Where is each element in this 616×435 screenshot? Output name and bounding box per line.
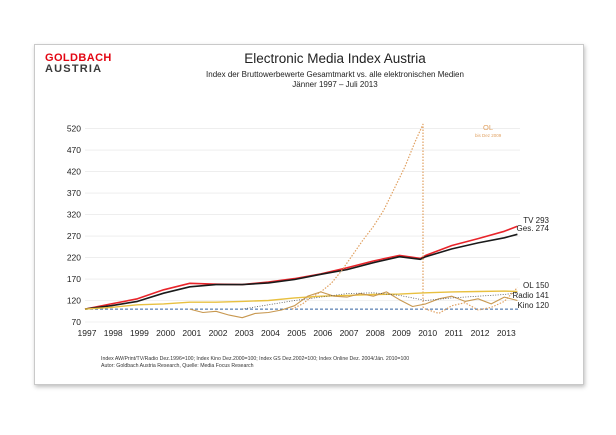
y-tick-labels: 70 120 170 220 270 320 370 420 470 520: [67, 124, 81, 327]
x-tick-label: 2011: [445, 328, 464, 338]
x-tick-label: 2003: [235, 328, 254, 338]
y-tick-label: 70: [72, 317, 82, 327]
x-tick-label: 2013: [497, 328, 516, 338]
series-label-radio: Radio 141: [513, 291, 550, 300]
series-line-radio: [84, 290, 518, 310]
x-tick-label: 2005: [287, 328, 306, 338]
ol-note-title: OL: [483, 123, 493, 132]
x-tick-label: 2000: [156, 328, 175, 338]
series-line-ges: [84, 233, 518, 310]
y-tick-label: 420: [67, 167, 81, 177]
chart-subtitle: Index der Bruttowerbewerte Gesamtmarkt v…: [206, 70, 464, 79]
y-tick-label: 220: [67, 253, 81, 263]
ol-note-sub: bis Dez 2009: [475, 133, 502, 138]
series-label-tv: TV 293: [523, 216, 549, 225]
x-tick-label: 1999: [130, 328, 149, 338]
x-tick-label: 2006: [313, 328, 332, 338]
x-tick-label: 2008: [366, 328, 385, 338]
x-tick-label: 2004: [261, 328, 280, 338]
x-tick-label: 2007: [340, 328, 359, 338]
logo-line-2: AUSTRIA: [45, 63, 103, 75]
chart-period: Jänner 1997 – Juli 2013: [292, 80, 378, 89]
series-label-kino: Kino 120: [517, 301, 549, 310]
y-tick-label: 470: [67, 145, 81, 155]
x-tick-label: 2009: [392, 328, 411, 338]
footnote-index: Index AW/Print/TV/Radio Dez.1996=100; In…: [101, 356, 410, 362]
footnote-source: Autor: Goldbach Austria Research, Quelle…: [101, 363, 254, 369]
x-tick-label: 1998: [104, 328, 123, 338]
y-tick-label: 120: [67, 296, 81, 306]
series-line-kino: [189, 291, 518, 319]
goldbach-logo: GOLDBACH AUSTRIA: [45, 53, 112, 75]
series-line-gs: [242, 292, 518, 310]
y-tick-label: 370: [67, 188, 81, 198]
x-tick-label: 2012: [471, 328, 490, 338]
x-tick-label: 2001: [182, 328, 201, 338]
x-tick-label: 2002: [209, 328, 228, 338]
logo-line-1: GOLDBACH: [45, 52, 112, 64]
y-tick-label: 520: [67, 124, 81, 134]
chart-title: Electronic Media Index Austria: [244, 51, 426, 66]
chart-slide: GOLDBACH AUSTRIA Electronic Media Index …: [34, 44, 584, 385]
grid-lines: [85, 128, 520, 323]
series-label-ges: Ges. 274: [517, 224, 550, 233]
series-line-ol: [291, 123, 518, 314]
series-lines: [84, 123, 518, 319]
x-tick-labels: 1997 1998 1999 2000 2001 2002 2003 2004 2005 2006…: [78, 328, 516, 338]
x-tick-label: 1997: [78, 328, 97, 338]
x-tick-label: 2010: [418, 328, 437, 338]
y-tick-label: 270: [67, 231, 81, 241]
y-tick-label: 170: [67, 274, 81, 284]
series-label-ol: OL 150: [523, 281, 549, 290]
y-tick-label: 320: [67, 210, 81, 220]
